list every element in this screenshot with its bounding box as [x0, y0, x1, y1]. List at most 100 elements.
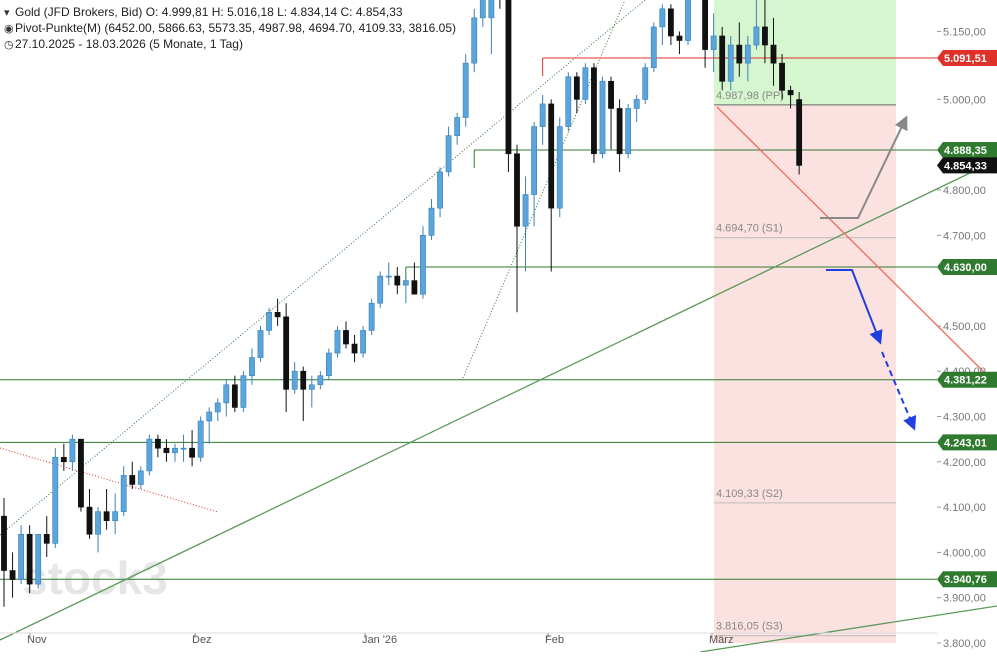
candle	[514, 153, 520, 227]
candle	[120, 475, 127, 512]
price-tag-bg	[937, 571, 997, 588]
y-tick-label: 4.800,00	[943, 185, 986, 197]
price-tag-bg	[937, 371, 997, 388]
x-tick-label: Feb	[545, 634, 564, 646]
pivot-label: 4.694,70 (S1)	[716, 223, 783, 235]
candle	[462, 62, 469, 118]
candle	[633, 99, 640, 109]
candle	[770, 44, 777, 64]
candle	[291, 370, 298, 390]
candle	[608, 80, 614, 109]
candle	[43, 533, 50, 544]
price-tag-bg	[937, 141, 997, 158]
price-tag-bg	[937, 434, 997, 451]
price-tag-label: 3.940,76	[944, 574, 987, 586]
downtrend-line	[716, 106, 997, 386]
current-price-label: 4.854,33	[944, 160, 987, 172]
candle	[642, 67, 649, 100]
price-tag-label: 4.243,01	[944, 437, 987, 449]
candle	[479, 0, 486, 19]
candle	[727, 44, 734, 82]
candle	[573, 76, 580, 100]
y-tick-label: 4.200,00	[943, 457, 986, 469]
candle	[539, 103, 546, 127]
candle	[9, 570, 16, 580]
bullish-scenario-arrow	[820, 115, 908, 219]
candle	[394, 275, 401, 286]
x-tick-label: Nov	[27, 634, 47, 646]
price-tag-label: 4.381,22	[944, 375, 987, 387]
price-tag: 5.091,51	[937, 49, 997, 66]
candle	[762, 26, 768, 46]
candle	[86, 506, 93, 535]
pivot-zone-lower	[714, 104, 896, 643]
candle	[317, 375, 324, 386]
candle	[69, 438, 76, 463]
candle	[155, 438, 161, 449]
header-line-1: Gold (JFD Brokers, Bid) O: 4.999,81 H: 5…	[15, 5, 403, 19]
candle	[565, 76, 572, 127]
x-tick-label: März	[709, 634, 733, 646]
candle	[710, 35, 717, 50]
candle	[719, 35, 726, 82]
candle	[334, 330, 341, 354]
candle	[103, 511, 110, 521]
candle	[52, 456, 59, 544]
candle	[445, 135, 452, 173]
candle	[35, 533, 42, 585]
candle	[240, 375, 247, 408]
candle	[428, 207, 435, 236]
candle	[582, 67, 589, 100]
y-tick-label: 4.500,00	[943, 321, 986, 333]
candle	[650, 26, 657, 68]
y-tick-label: 4.000,00	[943, 547, 986, 559]
bearish-target-arrow	[881, 351, 917, 431]
candle	[702, 0, 708, 50]
indicator-dot-icon[interactable]: ◉	[4, 23, 14, 35]
y-tick-label: 5.000,00	[943, 94, 986, 106]
candle	[206, 411, 213, 422]
candle	[753, 26, 760, 46]
candle	[189, 447, 195, 458]
price-tag: 4.630,00	[937, 259, 997, 276]
candle-last	[796, 99, 803, 166]
candle	[685, 0, 691, 41]
downtrend-line-dotted	[0, 447, 219, 513]
header-pivot: ◉Pivot-Punkte(M) (6452.00, 5866.63, 5573…	[4, 21, 456, 36]
y-tick-label: 3.800,00	[943, 638, 986, 650]
candle	[556, 126, 563, 209]
candle	[676, 35, 683, 41]
price-tag-label: 4.630,00	[944, 262, 987, 274]
pivot-label: 4.109,33 (S2)	[716, 488, 783, 500]
uptrend-line	[0, 159, 997, 641]
candle	[146, 438, 153, 472]
y-tick-label: 5.150,00	[943, 26, 986, 38]
price-tag-bg	[937, 49, 997, 66]
candle	[787, 90, 794, 96]
current-price-tag: 4.854,33	[937, 157, 997, 174]
candle	[180, 447, 187, 450]
x-tick-label: Dez	[192, 634, 212, 646]
candle	[659, 8, 666, 28]
header-instrument: ▾ Gold (JFD Brokers, Bid) O: 4.999,81 H: …	[4, 5, 403, 20]
candle	[163, 447, 170, 454]
candle	[231, 384, 238, 408]
price-tag: 3.940,76	[937, 571, 997, 588]
y-tick-label: 3.900,00	[943, 593, 986, 605]
y-tick-label: 4.100,00	[943, 502, 986, 514]
bearish-scenario-arrow	[826, 269, 883, 345]
candle	[522, 194, 529, 227]
clock-icon[interactable]: ◷	[4, 39, 14, 51]
candle	[343, 330, 349, 345]
candle	[616, 108, 623, 155]
dropdown-icon[interactable]: ▾	[4, 7, 10, 19]
candle	[60, 456, 67, 463]
candle	[548, 103, 555, 209]
candle	[325, 352, 332, 377]
candle	[197, 420, 204, 458]
candle	[214, 402, 221, 413]
candle	[488, 0, 495, 19]
price-tag-label: 4.888,35	[944, 145, 987, 157]
